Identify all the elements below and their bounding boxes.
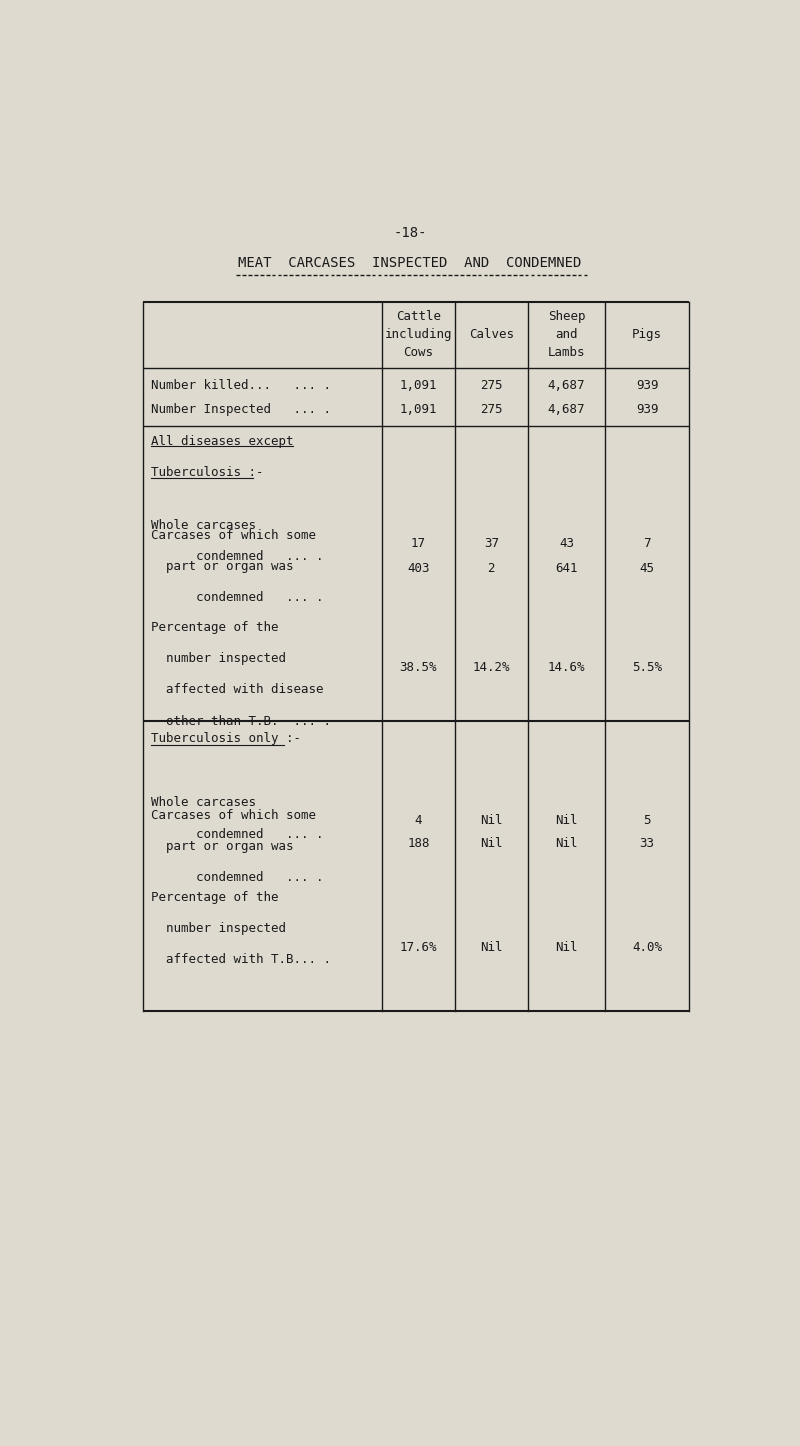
Text: condemned   ... .: condemned ... . [151, 872, 323, 885]
Text: number inspected: number inspected [151, 921, 286, 934]
Text: 275: 275 [480, 379, 502, 392]
Text: 5: 5 [643, 814, 651, 827]
Text: Whole carcases: Whole carcases [151, 797, 256, 810]
Text: 17.6%: 17.6% [400, 941, 437, 954]
Text: -18-: -18- [394, 226, 426, 240]
Text: Nil: Nil [555, 814, 578, 827]
Text: 37: 37 [484, 536, 498, 549]
Text: 1,091: 1,091 [400, 403, 437, 416]
Text: Tuberculosis only :-: Tuberculosis only :- [151, 732, 301, 745]
Text: 14.6%: 14.6% [548, 661, 586, 674]
Text: 2: 2 [487, 561, 495, 574]
Text: number inspected: number inspected [151, 652, 286, 665]
Text: All diseases except: All diseases except [151, 435, 294, 448]
Text: affected with disease: affected with disease [151, 684, 323, 697]
Text: 38.5%: 38.5% [400, 661, 437, 674]
Text: 45: 45 [640, 561, 654, 574]
Text: Carcases of which some: Carcases of which some [151, 808, 316, 821]
Text: 4,687: 4,687 [548, 379, 586, 392]
Text: 188: 188 [407, 837, 430, 850]
Text: 7: 7 [643, 536, 651, 549]
Text: Nil: Nil [555, 837, 578, 850]
Text: affected with T.B... .: affected with T.B... . [151, 953, 331, 966]
Text: 17: 17 [411, 536, 426, 549]
Text: 641: 641 [555, 561, 578, 574]
Text: condemned   ... .: condemned ... . [151, 591, 323, 604]
Text: Nil: Nil [480, 941, 502, 954]
Text: condemned   ... .: condemned ... . [151, 549, 323, 562]
Text: 33: 33 [640, 837, 654, 850]
Text: 4.0%: 4.0% [632, 941, 662, 954]
Text: Number Inspected   ... .: Number Inspected ... . [151, 403, 331, 416]
Text: Carcases of which some: Carcases of which some [151, 529, 316, 542]
Text: 403: 403 [407, 561, 430, 574]
Text: Percentage of the: Percentage of the [151, 891, 278, 904]
Text: part or organ was: part or organ was [151, 560, 294, 573]
Text: Nil: Nil [480, 814, 502, 827]
Text: part or organ was: part or organ was [151, 840, 294, 853]
Text: 43: 43 [559, 536, 574, 549]
Text: 4: 4 [414, 814, 422, 827]
Text: Sheep
and
Lambs: Sheep and Lambs [548, 311, 586, 360]
Text: 1,091: 1,091 [400, 379, 437, 392]
Text: Cattle
including
Cows: Cattle including Cows [385, 311, 452, 360]
Text: MEAT  CARCASES  INSPECTED  AND  CONDEMNED: MEAT CARCASES INSPECTED AND CONDEMNED [238, 256, 582, 270]
Text: Pigs: Pigs [632, 328, 662, 341]
Text: Percentage of the: Percentage of the [151, 620, 278, 633]
Text: Tuberculosis :-: Tuberculosis :- [151, 467, 263, 480]
Text: 5.5%: 5.5% [632, 661, 662, 674]
Text: Number killed...   ... .: Number killed... ... . [151, 379, 331, 392]
Text: 939: 939 [636, 403, 658, 416]
Text: condemned   ... .: condemned ... . [151, 827, 323, 840]
Text: 14.2%: 14.2% [473, 661, 510, 674]
Text: other than T.B.  ... .: other than T.B. ... . [151, 714, 331, 727]
Text: Nil: Nil [480, 837, 502, 850]
Text: Nil: Nil [555, 941, 578, 954]
Text: 939: 939 [636, 379, 658, 392]
Text: 275: 275 [480, 403, 502, 416]
Text: 4,687: 4,687 [548, 403, 586, 416]
Text: Whole carcases: Whole carcases [151, 519, 256, 532]
Text: Calves: Calves [469, 328, 514, 341]
